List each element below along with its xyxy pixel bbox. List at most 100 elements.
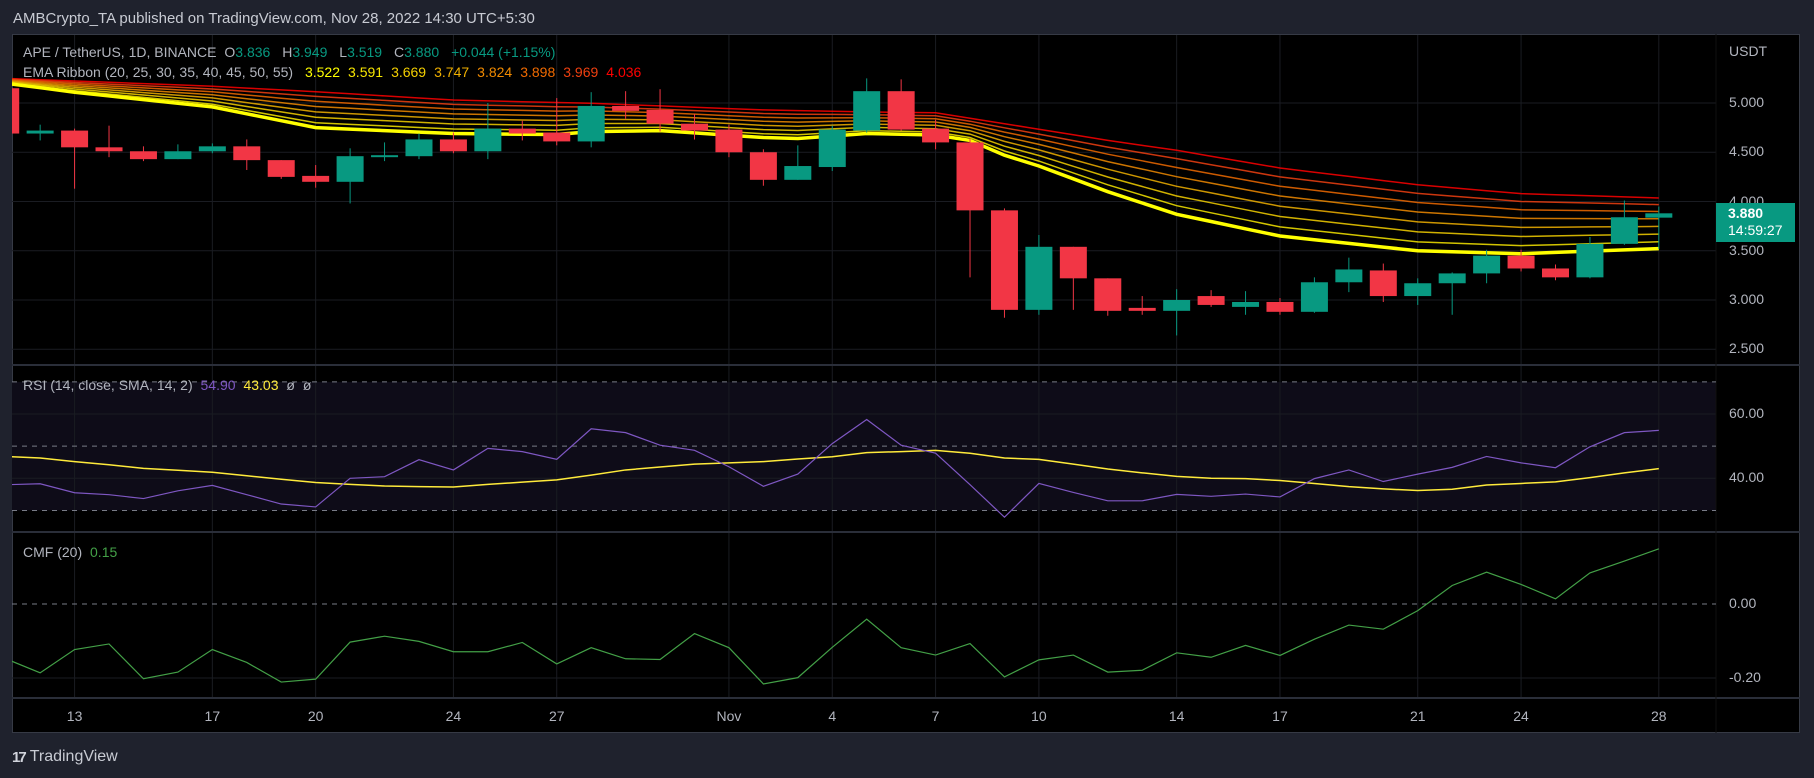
candle [1404, 278, 1432, 305]
time-axis-label: 13 [66, 708, 83, 724]
candle-body [1576, 243, 1604, 278]
candle [439, 132, 467, 154]
ema-ribbon-value: 3.747 [434, 64, 470, 80]
rsi-axis-tick: 40.00 [1729, 469, 1765, 485]
candle-body [1300, 282, 1328, 312]
candle-body [1094, 278, 1122, 311]
candle-body [1025, 246, 1053, 310]
rsi-legend: RSI (14, close, SMA, 14, 2) 54.90 43.03 … [23, 377, 315, 393]
ema-ribbon-value: 4.036 [606, 64, 642, 80]
rsi-sma-line [12, 449, 1659, 492]
cmf-label[interactable]: CMF (20) [23, 544, 83, 560]
candle [646, 89, 674, 132]
symbol-name[interactable]: APE / TetherUS, 1D, BINANCE [23, 44, 217, 60]
ema-ribbon-value: 3.969 [563, 64, 599, 80]
candle [853, 78, 881, 133]
candle-body [990, 210, 1018, 310]
candle-body [267, 160, 295, 177]
candle [1163, 289, 1191, 336]
rsi-pane [12, 418, 1659, 519]
ema-ribbon-value: 3.898 [520, 64, 556, 80]
candle-body [1369, 270, 1397, 297]
time-axis-label: 28 [1651, 708, 1667, 724]
candle-body [1542, 268, 1569, 278]
currency-label[interactable]: USDT [1729, 43, 1768, 59]
candle-body [1438, 273, 1466, 284]
candle [715, 124, 743, 158]
candle [612, 91, 640, 119]
ema-ribbon-label[interactable]: EMA Ribbon (20, 25, 30, 35, 40, 45, 50, … [23, 64, 294, 80]
candle [1438, 272, 1466, 315]
time-axis-label: 27 [548, 708, 565, 724]
candle-body [405, 139, 433, 157]
cmf-axis-tick: -0.20 [1729, 669, 1761, 685]
candle-body [336, 156, 364, 182]
candle-body [715, 129, 743, 153]
ema-ribbon-line-7 [12, 77, 1659, 199]
candle [784, 145, 812, 180]
cmf-line [12, 548, 1660, 685]
candle [956, 138, 984, 278]
ema-ribbon-value: 3.824 [477, 64, 513, 80]
close-label: C [394, 44, 405, 60]
ema-ribbon-line-3 [12, 80, 1659, 229]
candle [95, 125, 123, 158]
price-axis-tick: 2.500 [1729, 340, 1765, 357]
candle-body [1473, 255, 1501, 274]
candle [1335, 257, 1363, 293]
candle-body [1404, 283, 1432, 297]
time-axis-label: 17 [1272, 708, 1288, 724]
tradingview-logo-icon: 17 [12, 748, 27, 766]
candle [1542, 264, 1569, 281]
ema-ribbon-line-5 [12, 79, 1659, 213]
candle [508, 120, 536, 141]
candle [1610, 200, 1638, 245]
candle-body [922, 128, 950, 143]
time-axis-label: 14 [1168, 708, 1185, 724]
candle-body [818, 129, 846, 168]
time-axis-label: 10 [1031, 708, 1047, 724]
candle-body [1507, 255, 1535, 269]
candle-body [1266, 301, 1294, 312]
candle [1507, 249, 1535, 272]
candle-body [26, 130, 54, 134]
footer-logo-text: TradingView [29, 748, 118, 765]
tradingview-footer: 17 TradingView [12, 748, 118, 766]
candle-body [12, 88, 20, 134]
rsi-value: 54.90 [200, 377, 236, 393]
candle [681, 113, 708, 140]
ema-ribbon-value: 3.591 [348, 64, 384, 80]
time-axis-label: 17 [204, 708, 221, 724]
last-price-badge: 3.880 14:59:27 [1716, 203, 1795, 242]
rsi-axis-tick: 60.00 [1729, 405, 1765, 421]
candle-body [1645, 213, 1673, 218]
main-pane [12, 77, 1673, 336]
candle [336, 148, 364, 204]
candle [12, 88, 20, 134]
candle [1645, 206, 1673, 249]
candle [129, 146, 157, 162]
candle [474, 103, 502, 160]
ema-ribbon-value: 3.522 [304, 64, 341, 80]
candle-body [95, 147, 123, 152]
time-axis-label: 20 [307, 708, 324, 724]
candle [302, 165, 330, 188]
candle-body [129, 151, 157, 160]
candle-body [1163, 300, 1191, 311]
candle-body [1059, 246, 1087, 279]
candle [1197, 290, 1225, 307]
candle-body [1128, 307, 1156, 311]
candle [1128, 296, 1156, 315]
candle-body [302, 175, 330, 182]
time-axis-label: 21 [1409, 708, 1426, 724]
candle [371, 142, 399, 162]
candle-body [164, 151, 192, 160]
rsi-label[interactable]: RSI (14, close, SMA, 14, 2) [23, 377, 193, 393]
candle [233, 139, 261, 170]
open-label: O [224, 44, 236, 60]
candle-body [543, 132, 571, 142]
candle-body [474, 128, 502, 152]
low-value: 3.519 [347, 44, 383, 60]
time-axis-label: 7 [931, 708, 940, 724]
